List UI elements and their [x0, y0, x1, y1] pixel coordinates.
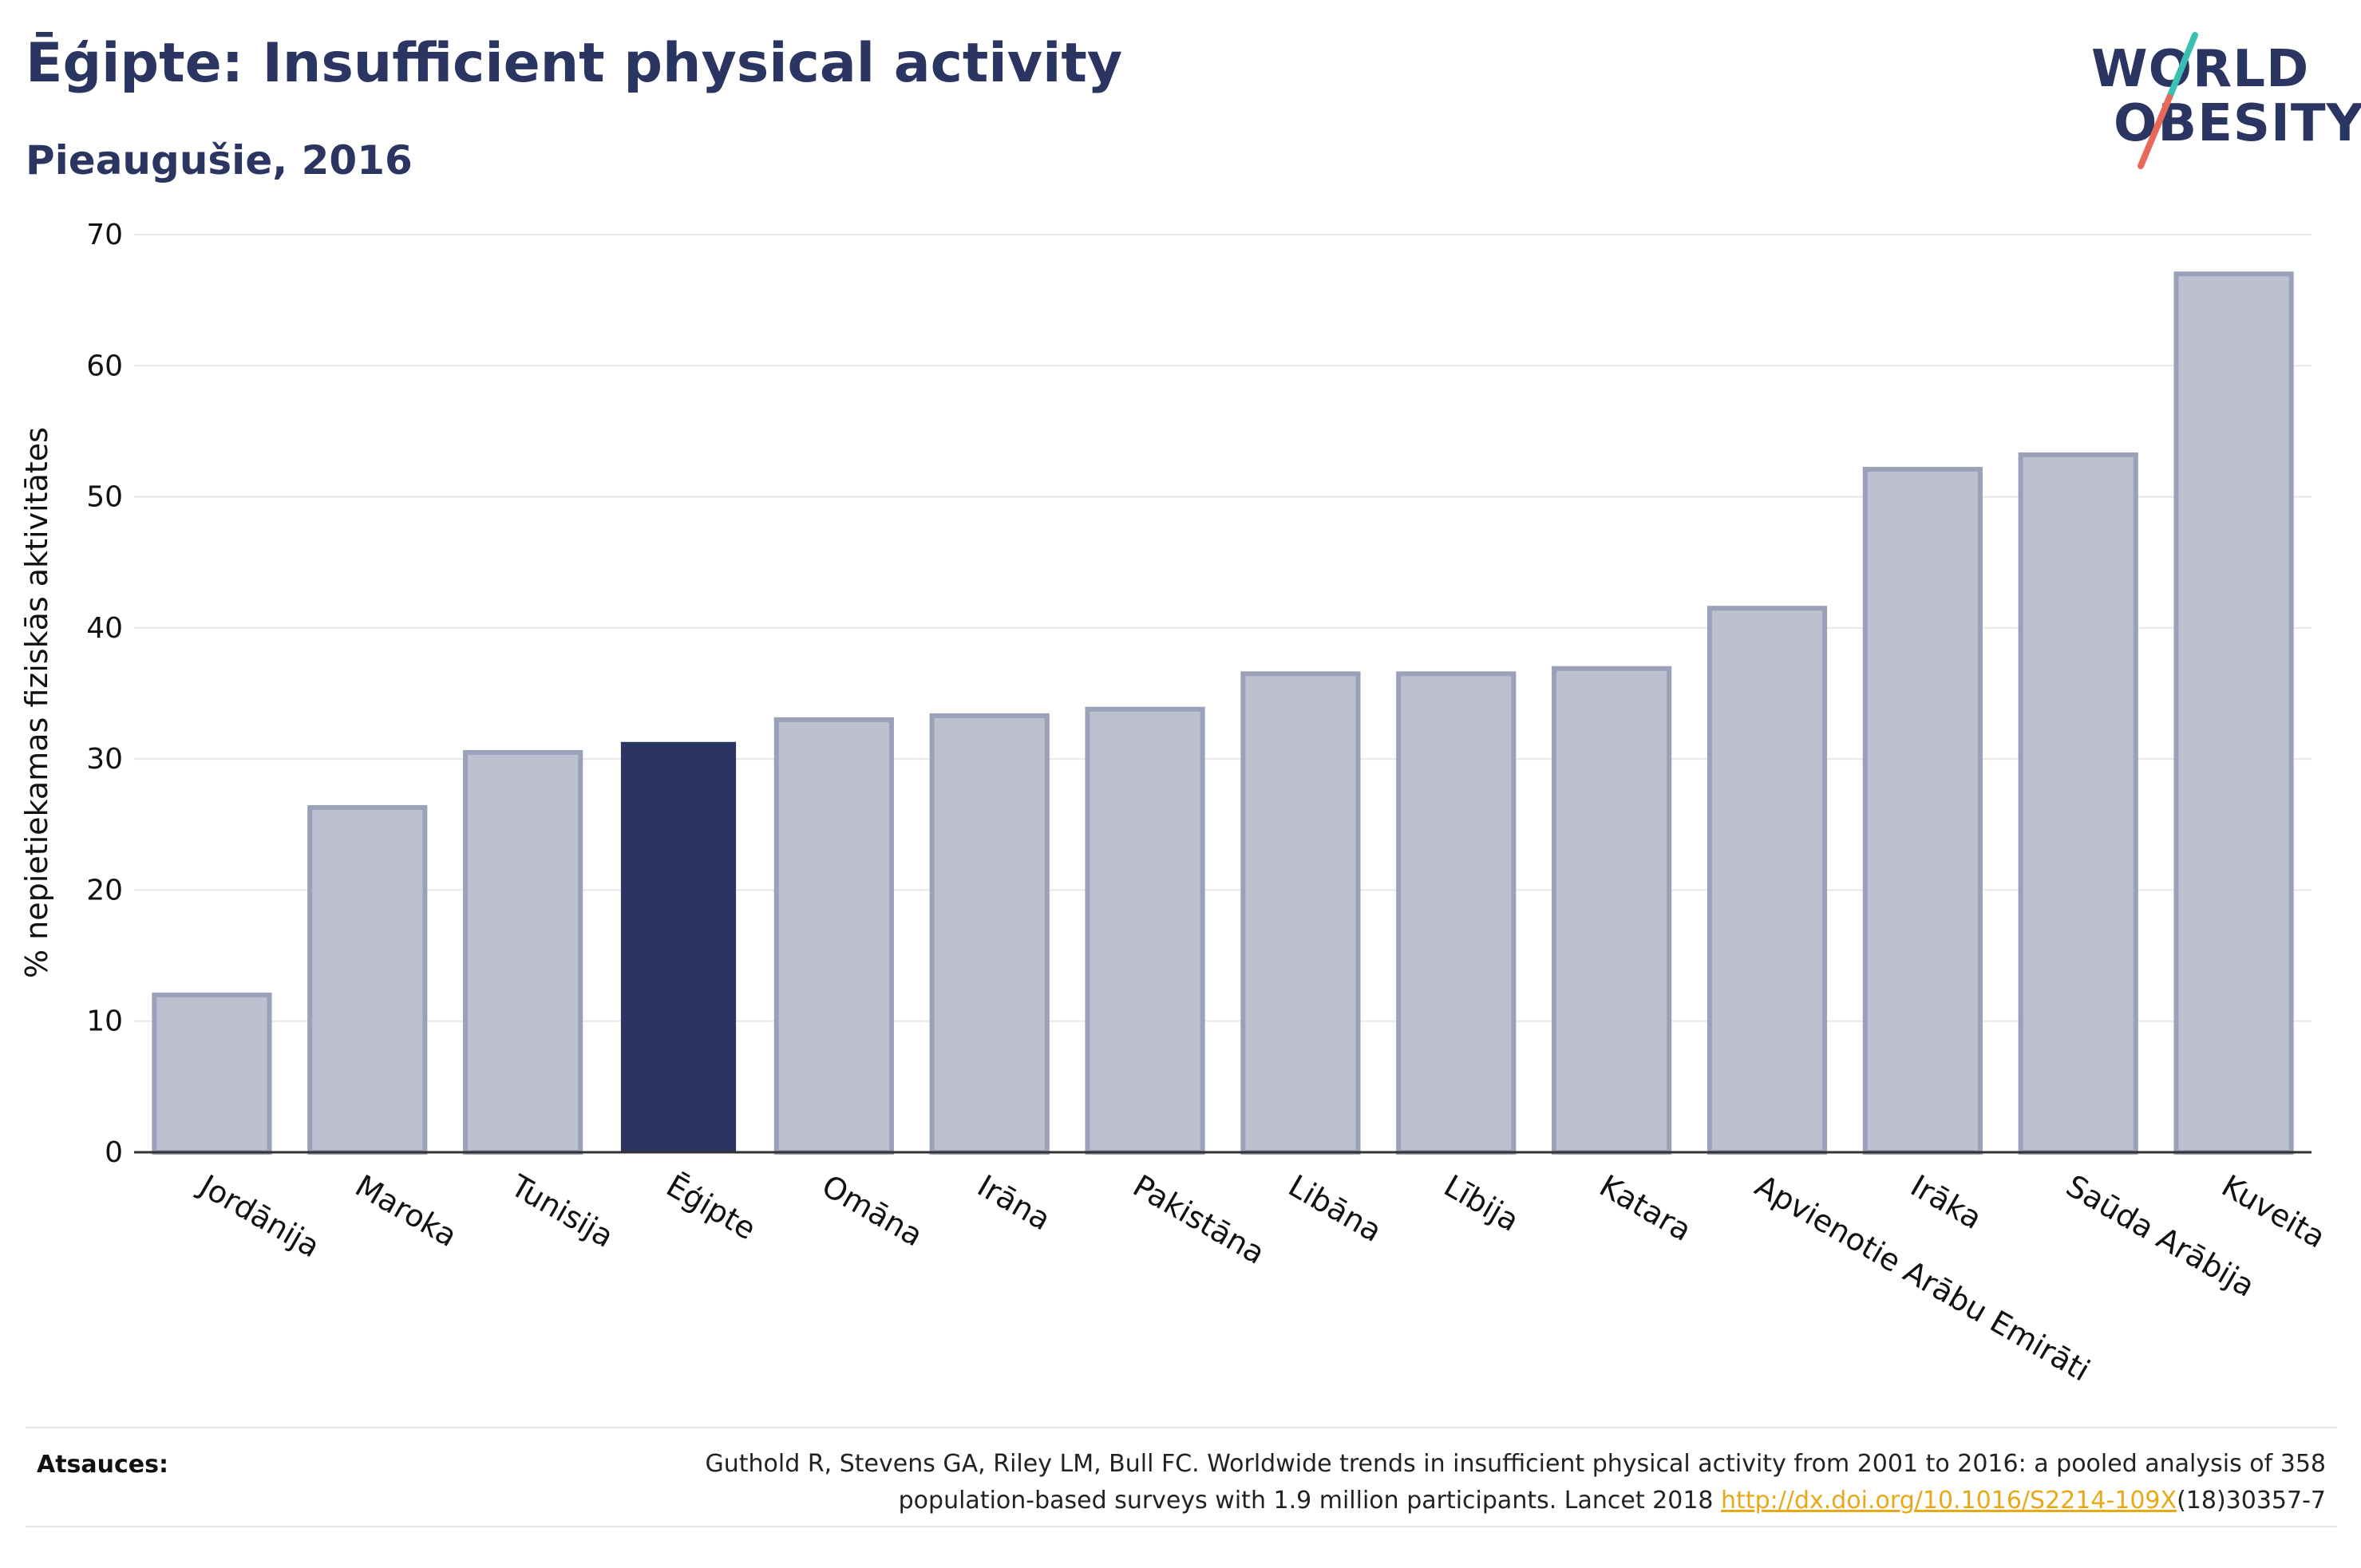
y-tick-label: 40: [86, 612, 123, 645]
x-tick-label: Maroka: [350, 1168, 463, 1254]
y-tick-label: 20: [86, 874, 123, 906]
sources-divider-top: [26, 1427, 2337, 1428]
sources-text-line2-end: (18)30357-7: [2177, 1487, 2326, 1515]
x-tick-label: Katara: [1594, 1168, 1698, 1248]
y-tick-label: 10: [86, 1005, 123, 1038]
bar: [929, 713, 1050, 1155]
y-tick-label: 30: [86, 743, 123, 776]
x-tick-label: Jordānija: [192, 1167, 326, 1265]
x-tick-label: Libāna: [1283, 1168, 1388, 1249]
sources-divider-bottom: [26, 1526, 2337, 1527]
bar: [1085, 706, 1205, 1155]
bar: [2173, 271, 2294, 1155]
y-tick-label: 0: [105, 1136, 123, 1169]
bar: [773, 717, 894, 1155]
x-tick-label: Irāka: [1904, 1168, 1987, 1236]
bar: [2018, 452, 2138, 1155]
logo-slash-icon: [2138, 32, 2198, 169]
bar: [307, 804, 428, 1155]
bar: [1706, 606, 1828, 1155]
bar: [152, 992, 272, 1155]
world-obesity-logo: WORLD OBESITY: [2083, 32, 2361, 172]
bar: [620, 741, 737, 1152]
sources-text: Guthold R, Stevens GA, Riley LM, Bull FC…: [490, 1446, 2326, 1519]
x-tick-label: Irāna: [971, 1168, 1056, 1238]
bar: [463, 749, 583, 1155]
bar: [1862, 467, 1983, 1155]
y-tick-label: 60: [86, 350, 123, 382]
sources-doi-link[interactable]: http://dx.doi.org/10.1016/S2214-109X: [1721, 1487, 2177, 1515]
sources-text-line1: Guthold R, Stevens GA, Riley LM, Bull FC…: [705, 1450, 2326, 1478]
chart-subtitle: Pieaugušie, 2016: [26, 137, 413, 184]
chart-title: Ēģipte: Insufficient physical activity: [26, 32, 1123, 95]
sources-label: Atsauces:: [37, 1451, 168, 1479]
x-tick-label: Lībija: [1438, 1168, 1525, 1238]
bar-chart: 0 10 20 30 40 50 60 70 Jordānija Maroka Tunisija Ēģ…: [86, 219, 2331, 1388]
bar: [1552, 666, 1672, 1155]
logo-text-world: WORLD: [2091, 40, 2310, 99]
x-tick-label: Pakistāna: [1127, 1168, 1271, 1271]
y-tick-label: 70: [86, 219, 123, 251]
logo-text-obesity: OBESITY: [2114, 94, 2361, 153]
y-tick-label: 50: [86, 481, 123, 514]
x-tick-label: Ēģipte: [661, 1168, 762, 1247]
x-tick-label: Kuveita: [2216, 1168, 2331, 1255]
y-axis-label: % nepietiekamas fiziskās aktivitātes: [19, 427, 54, 978]
bar: [1396, 671, 1517, 1155]
x-tick-label: Tunisija: [504, 1167, 619, 1254]
x-tick-label: Omāna: [816, 1168, 928, 1254]
bar: [1240, 671, 1361, 1155]
sources-text-line2: population-based surveys with 1.9 millio…: [898, 1487, 1722, 1515]
